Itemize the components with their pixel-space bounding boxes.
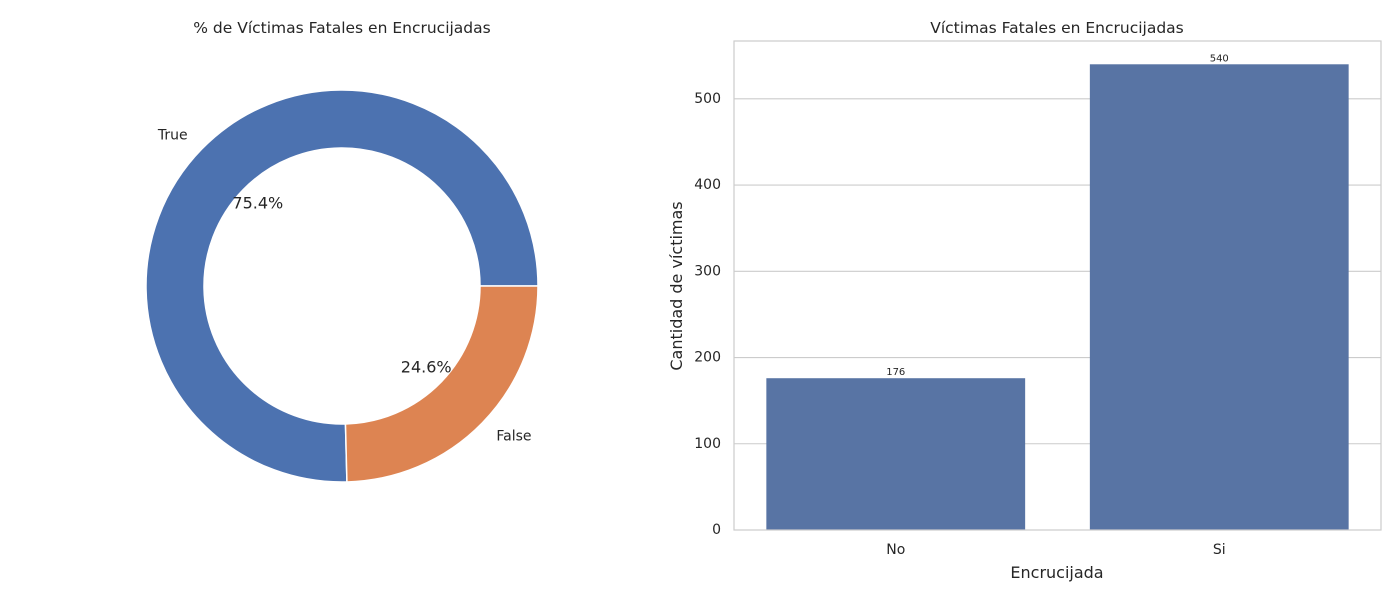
- bar-bars: [766, 64, 1349, 531]
- pie-labels: True 75.4% False 24.6%: [157, 127, 532, 444]
- plot-frame: [733, 40, 1382, 531]
- y-tick-label-0: 0: [712, 522, 721, 538]
- bar-chart: Víctimas Fatales en Encrucijadas 0 100 200…: [667, 19, 1382, 582]
- y-tick-label-100: 100: [694, 436, 721, 452]
- x-tick-label-si: Si: [1213, 542, 1226, 558]
- y-axis-label: Cantidad de víctimas: [667, 201, 686, 370]
- y-tick-label-300: 300: [694, 263, 721, 279]
- bar-value-labels: 176 540: [886, 53, 1229, 378]
- y-tick-label-500: 500: [694, 91, 721, 107]
- x-tick-label-no: No: [886, 542, 905, 558]
- bar-si: [1089, 64, 1349, 531]
- pie-slice-true: [145, 89, 539, 483]
- pie-chart-title: % de Víctimas Fatales en Encrucijadas: [193, 19, 490, 37]
- y-tick-label-400: 400: [694, 177, 721, 193]
- x-tick-labels: No Si: [886, 542, 1225, 558]
- y-tick-label-200: 200: [694, 350, 721, 366]
- pie-slice-false: [344, 285, 539, 483]
- pie-label-true: True: [157, 127, 188, 143]
- bar-chart-title: Víctimas Fatales en Encrucijadas: [930, 19, 1184, 37]
- bar-no: [766, 378, 1026, 530]
- x-axis-label: Encrucijada: [1010, 563, 1103, 582]
- pie-label-false: False: [496, 429, 531, 445]
- y-tick-labels: 0 100 200 300 400 500: [694, 91, 721, 538]
- pie-percent-false: 24.6%: [401, 358, 452, 377]
- pie-chart: % de Víctimas Fatales en Encrucijadas Tr…: [145, 19, 539, 483]
- bar-value-label-no: 176: [886, 367, 905, 378]
- pie-slices: [145, 89, 539, 483]
- bar-value-label-si: 540: [1210, 53, 1229, 64]
- pie-percent-true: 75.4%: [232, 193, 283, 212]
